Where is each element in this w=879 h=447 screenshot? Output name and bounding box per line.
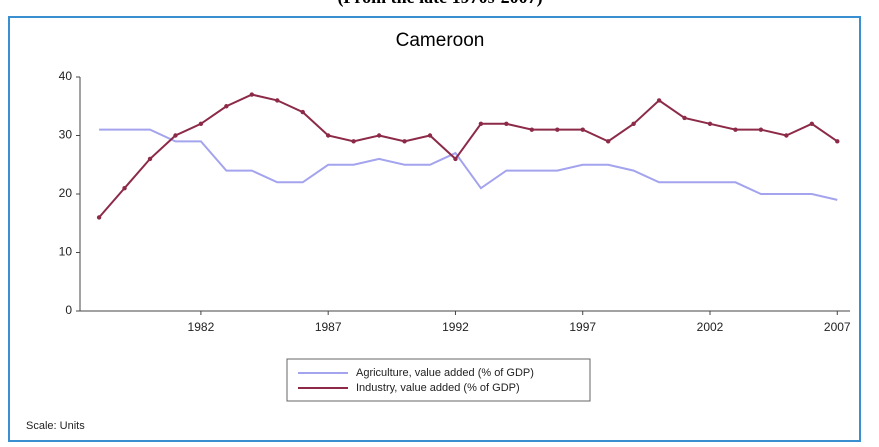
point — [224, 104, 229, 109]
x-tick-label: 1997 — [569, 320, 596, 334]
y-tick-label: 0 — [65, 303, 72, 317]
point — [555, 127, 560, 132]
point — [758, 127, 764, 132]
point — [325, 133, 331, 138]
footnote: Scale: Units — [26, 420, 85, 432]
point — [249, 92, 255, 97]
point — [733, 127, 738, 132]
point — [122, 185, 127, 191]
point — [784, 133, 789, 138]
y-tick-label: 20 — [59, 186, 73, 200]
point — [656, 98, 662, 103]
y-tick-label: 40 — [59, 69, 73, 83]
point — [173, 133, 178, 138]
point — [809, 121, 815, 127]
point — [478, 121, 484, 127]
legend-label: Agriculture, value added (% of GDP) — [356, 367, 534, 379]
legend — [286, 358, 591, 402]
point — [529, 127, 535, 132]
point — [605, 139, 611, 144]
frame — [8, 16, 861, 442]
x-tick-label: 1987 — [315, 320, 342, 334]
point — [96, 215, 102, 220]
x-tick-label: 2002 — [697, 320, 724, 334]
point — [147, 156, 153, 162]
point — [198, 121, 204, 127]
point — [351, 139, 356, 144]
series-line — [99, 128, 838, 201]
y-tick-label: 10 — [59, 245, 73, 259]
page-heading: (From the late 1970s-2007) — [337, 0, 542, 8]
point — [631, 121, 636, 127]
point — [427, 133, 433, 138]
x-tick-label: 1992 — [442, 320, 469, 334]
point — [275, 98, 280, 103]
chart-title: Cameroon — [396, 30, 485, 51]
point — [580, 127, 585, 132]
y-tick-label: 30 — [59, 128, 73, 142]
series-line — [98, 93, 838, 219]
point — [682, 115, 687, 121]
point — [402, 139, 407, 144]
point — [453, 156, 458, 162]
legend-label: Industry, value added (% of GDP) — [356, 382, 520, 394]
point — [300, 109, 305, 115]
point — [376, 133, 382, 138]
point — [707, 121, 713, 127]
x-tick-label: 2007 — [824, 320, 851, 334]
x-tick-label: 1982 — [188, 320, 215, 334]
point — [504, 121, 509, 127]
point — [835, 139, 840, 144]
